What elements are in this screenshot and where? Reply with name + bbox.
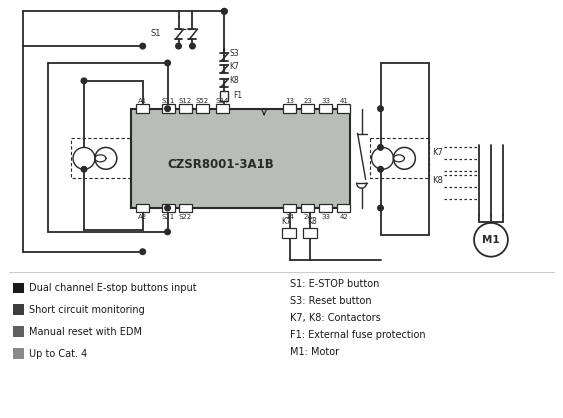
Circle shape xyxy=(372,148,394,169)
Bar xyxy=(179,104,192,113)
Text: S52: S52 xyxy=(196,98,209,104)
Text: K8: K8 xyxy=(307,217,317,227)
Circle shape xyxy=(165,229,171,234)
Text: Manual reset with EDM: Manual reset with EDM xyxy=(29,327,142,337)
Circle shape xyxy=(165,106,171,112)
Bar xyxy=(337,204,350,212)
Circle shape xyxy=(176,43,181,49)
Text: A2: A2 xyxy=(138,214,148,220)
Circle shape xyxy=(140,43,145,49)
Bar xyxy=(220,91,228,101)
Circle shape xyxy=(378,205,383,211)
Text: S1: E-STOP button: S1: E-STOP button xyxy=(290,280,379,290)
Bar xyxy=(284,204,297,212)
Bar xyxy=(196,104,209,113)
Circle shape xyxy=(378,166,383,172)
Text: K7: K7 xyxy=(229,62,239,71)
Bar xyxy=(284,104,297,113)
Text: S1: S1 xyxy=(150,29,161,38)
Circle shape xyxy=(394,148,415,169)
Text: 23: 23 xyxy=(303,98,312,104)
Text: 24: 24 xyxy=(303,214,312,220)
Bar xyxy=(14,283,24,293)
Circle shape xyxy=(378,106,383,112)
Text: 33: 33 xyxy=(321,214,330,220)
Circle shape xyxy=(140,249,145,255)
Text: K7: K7 xyxy=(432,148,443,157)
Bar xyxy=(14,348,24,359)
Bar xyxy=(337,104,350,113)
Text: S11: S11 xyxy=(162,98,175,104)
Circle shape xyxy=(73,148,95,169)
Text: S3: Reset button: S3: Reset button xyxy=(290,296,372,306)
Text: Dual channel E-stop buttons input: Dual channel E-stop buttons input xyxy=(29,283,197,293)
Text: S34: S34 xyxy=(216,98,229,104)
Text: S22: S22 xyxy=(179,214,192,220)
Text: K7: K7 xyxy=(281,217,291,227)
Circle shape xyxy=(474,223,508,257)
Bar xyxy=(369,138,429,178)
Bar xyxy=(319,204,332,212)
Circle shape xyxy=(95,148,117,169)
Bar xyxy=(71,138,131,178)
Bar xyxy=(319,104,332,113)
Circle shape xyxy=(221,8,227,14)
Text: Up to Cat. 4: Up to Cat. 4 xyxy=(29,349,87,359)
Bar xyxy=(131,109,350,208)
Bar xyxy=(14,304,24,315)
Text: Short circuit monitoring: Short circuit monitoring xyxy=(29,305,145,315)
Bar xyxy=(303,228,317,238)
Bar xyxy=(282,228,296,238)
Bar xyxy=(136,204,149,212)
Circle shape xyxy=(190,43,195,49)
Text: 41: 41 xyxy=(339,98,348,104)
Text: S21: S21 xyxy=(162,214,175,220)
Circle shape xyxy=(165,60,171,66)
Text: CZSR8001-3A1B: CZSR8001-3A1B xyxy=(167,158,274,171)
Circle shape xyxy=(378,145,383,150)
Text: 42: 42 xyxy=(339,214,348,220)
Text: K7, K8: Contactors: K7, K8: Contactors xyxy=(290,313,381,323)
Text: S12: S12 xyxy=(179,98,192,104)
Text: 13: 13 xyxy=(285,98,294,104)
Circle shape xyxy=(81,166,87,172)
Bar xyxy=(301,204,314,212)
Bar xyxy=(136,104,149,113)
Text: K8: K8 xyxy=(229,76,239,85)
Text: M1: M1 xyxy=(482,235,500,245)
Bar xyxy=(301,104,314,113)
Bar xyxy=(14,326,24,337)
Bar xyxy=(216,104,229,113)
Text: K8: K8 xyxy=(432,176,443,185)
Text: A1: A1 xyxy=(138,98,148,104)
Bar xyxy=(162,204,175,212)
Bar xyxy=(162,104,175,113)
Text: S3: S3 xyxy=(229,48,239,58)
Text: M1: Motor: M1: Motor xyxy=(290,347,339,357)
Text: F1: External fuse protection: F1: External fuse protection xyxy=(290,330,426,340)
Text: 33: 33 xyxy=(321,98,330,104)
Circle shape xyxy=(165,205,171,211)
Bar xyxy=(179,204,192,212)
Circle shape xyxy=(81,78,87,84)
Text: F1: F1 xyxy=(233,91,242,100)
Text: 14: 14 xyxy=(285,214,294,220)
Circle shape xyxy=(221,8,227,14)
